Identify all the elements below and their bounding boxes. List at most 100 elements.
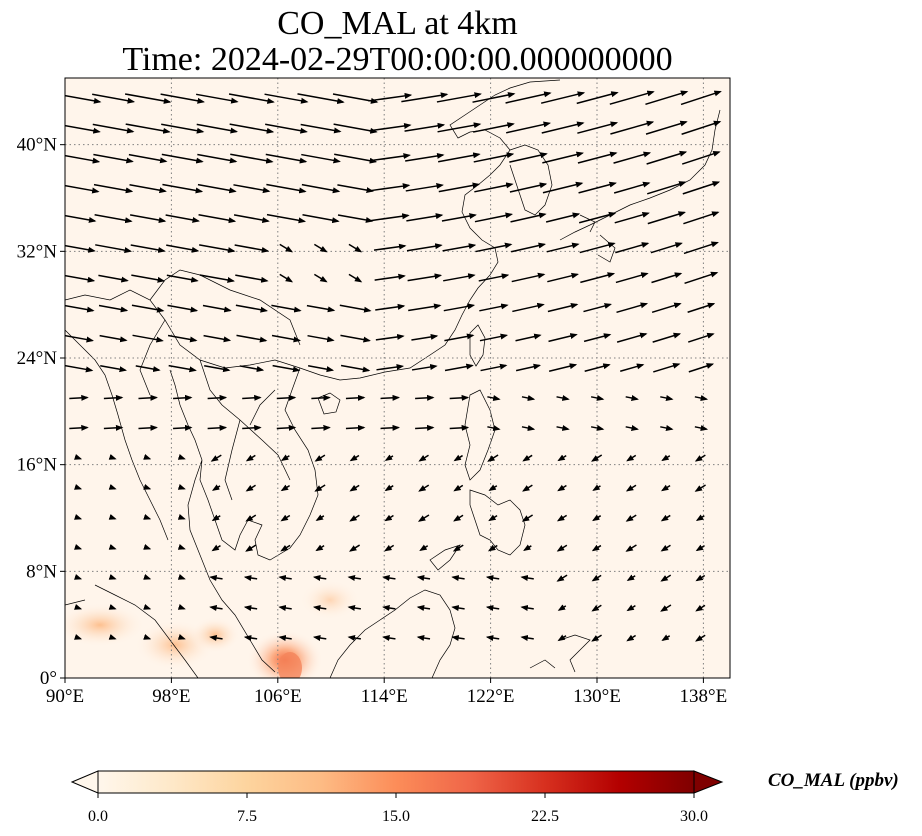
wind-arrow (688, 332, 715, 343)
wind-arrow (209, 575, 223, 581)
wind-arrow (474, 212, 514, 223)
wind-arrow (233, 184, 271, 194)
wind-arrow (626, 454, 637, 462)
wind-arrow (131, 274, 166, 283)
wind-arrow (340, 364, 371, 373)
wind-arrow (645, 90, 689, 106)
wind-arrow (406, 213, 444, 222)
wind-arrow (419, 544, 429, 552)
wind-arrow (436, 92, 482, 103)
wind-arrow (416, 605, 431, 611)
wind-arrow (584, 363, 611, 372)
wind-arrow (437, 122, 482, 133)
wind-arrow (108, 544, 117, 550)
wind-arrow (376, 364, 405, 371)
wind-arrow (487, 544, 498, 552)
wind-vectors (65, 90, 722, 642)
wind-arrow (694, 484, 706, 492)
wind-arrow (694, 395, 709, 401)
wind-arrow (173, 424, 193, 431)
wind-arrow (264, 93, 309, 104)
wind-arrow (485, 605, 500, 611)
wind-arrow (523, 544, 532, 551)
wind-arrow (272, 364, 301, 373)
wind-arrow (271, 334, 302, 343)
wind-arrow (143, 604, 152, 610)
wind-arrow (314, 454, 326, 462)
wind-arrow (651, 272, 683, 284)
wind-arrow (177, 604, 186, 610)
wind-arrow (556, 514, 568, 522)
wind-arrow (449, 394, 470, 401)
wind-arrow (453, 454, 463, 462)
wind-arrow (280, 484, 290, 492)
wind-arrow (542, 151, 584, 164)
wind-arrow (557, 454, 567, 462)
wind-arrow (138, 394, 158, 401)
wind-arrow (236, 334, 268, 343)
wind-arrow (520, 635, 534, 641)
wind-arrow (626, 604, 636, 612)
wind-arrow (615, 272, 649, 284)
wind-arrow (99, 334, 128, 343)
wind-arrow (92, 93, 136, 104)
wind-arrow (239, 365, 265, 372)
wind-arrow (577, 151, 618, 164)
wind-arrow (451, 575, 465, 581)
wind-arrow (687, 302, 716, 313)
wind-arrow (591, 574, 602, 582)
wind-arrow (480, 363, 508, 372)
wind-arrow (94, 213, 133, 224)
wind-arrow (505, 91, 552, 104)
wind-arrow (108, 634, 117, 640)
wind-arrow (130, 244, 166, 253)
wind-arrow (583, 333, 612, 343)
co-concentration-hotspots (65, 580, 360, 678)
wind-arrow (682, 181, 721, 195)
wind-arrow (680, 90, 722, 106)
wind-arrow (345, 424, 366, 431)
wind-arrow (625, 544, 637, 552)
wind-arrow (681, 150, 721, 165)
wind-arrow (592, 514, 602, 522)
wind-arrow (626, 574, 636, 582)
wind-arrow (661, 484, 671, 492)
wind-arrow (375, 303, 406, 311)
wind-arrow (279, 243, 294, 253)
wind-arrow (313, 273, 328, 283)
wind-arrow (452, 544, 464, 552)
y-axis-ticks: 0° 8°N 16°N 24°N 32°N 40°N (17, 135, 65, 689)
wind-arrow (235, 304, 268, 313)
wind-arrow (547, 272, 579, 283)
colorbar-extend-max (693, 770, 724, 794)
wind-arrow (521, 514, 533, 522)
wind-arrow (515, 363, 542, 372)
wind-arrow (660, 425, 674, 431)
wind-arrow (591, 604, 602, 612)
wind-arrow (196, 123, 238, 134)
wind-arrow (177, 514, 186, 520)
wind-arrow (373, 243, 407, 251)
wind-arrow (416, 575, 431, 581)
wind-arrow (487, 395, 501, 401)
x-tick-label: 114°E (361, 686, 408, 707)
wind-arrow (384, 514, 394, 522)
wind-arrow (271, 304, 302, 313)
co-field-background (65, 78, 730, 678)
wind-arrow (280, 514, 291, 522)
wind-arrow (405, 152, 445, 162)
x-tick-label: 138°E (680, 686, 728, 707)
wind-arrow (625, 395, 639, 401)
wind-arrow (384, 544, 395, 552)
wind-arrow (380, 394, 401, 401)
wind-arrow (681, 120, 722, 135)
wind-arrow (660, 544, 671, 552)
colorbar-gradient (97, 770, 695, 794)
wind-arrow (207, 424, 228, 431)
wind-arrow (167, 334, 198, 343)
wind-arrow (143, 454, 152, 460)
wind-arrow (522, 454, 533, 462)
wind-arrow (520, 575, 534, 581)
wind-arrow (266, 213, 307, 224)
wind-arrow (556, 544, 568, 552)
